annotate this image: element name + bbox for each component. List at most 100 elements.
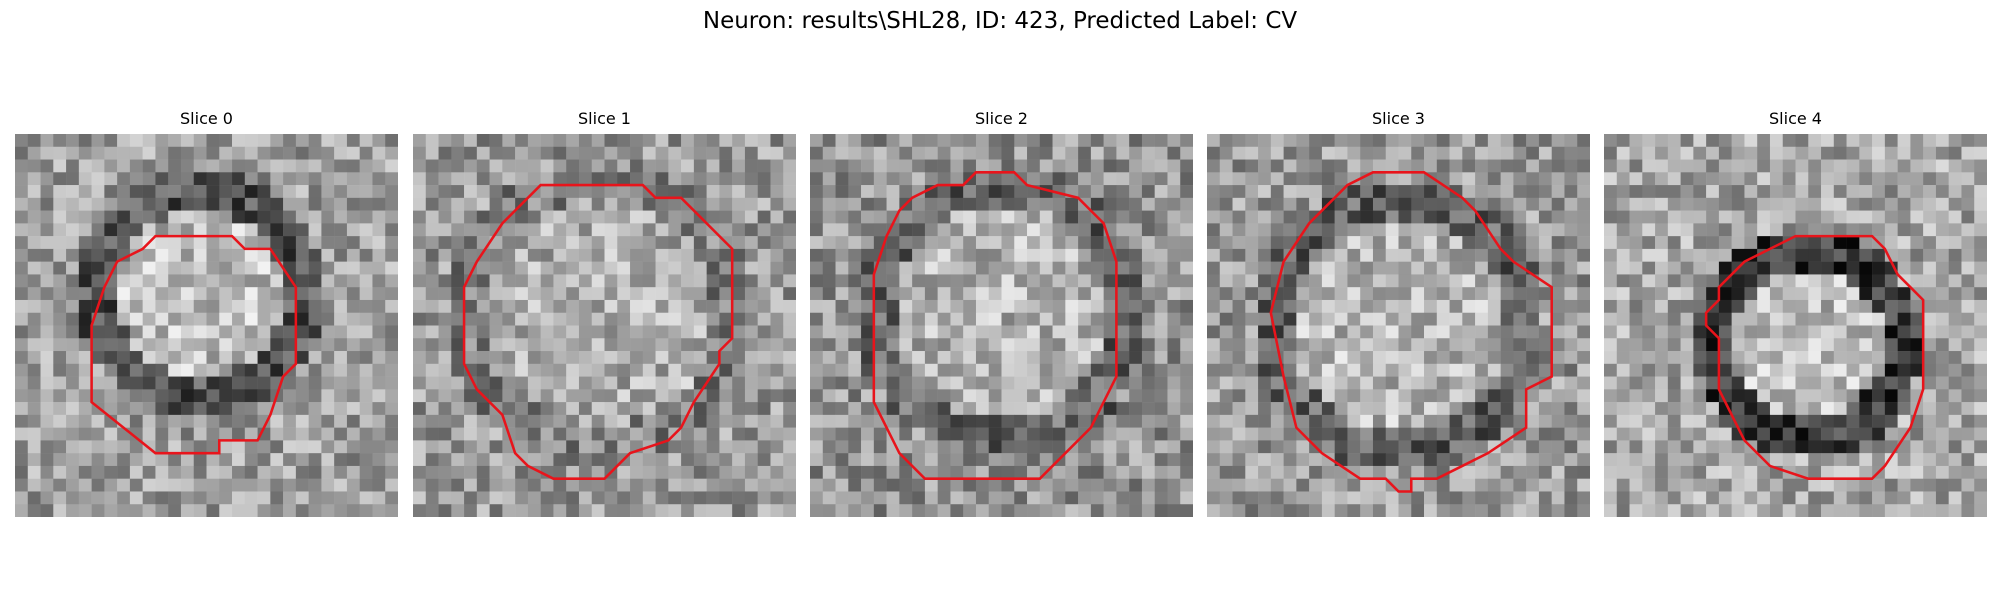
pixel	[732, 376, 746, 390]
pixel	[40, 146, 54, 160]
pixel	[180, 223, 194, 237]
slice-image-1	[413, 134, 796, 517]
pixel	[810, 465, 824, 479]
pixel	[372, 402, 386, 416]
pixel	[1769, 376, 1783, 390]
pixel	[1232, 261, 1246, 275]
pixel	[1897, 223, 1911, 237]
pixel	[385, 325, 398, 339]
pixel	[180, 287, 194, 301]
pixel	[206, 261, 220, 275]
pixel	[1360, 427, 1374, 441]
pixel	[835, 299, 849, 313]
pixel	[1757, 338, 1771, 352]
pixel	[604, 389, 618, 403]
pixel	[1846, 172, 1860, 186]
pixel	[937, 299, 951, 313]
pixel	[1372, 478, 1386, 492]
pixel	[1833, 440, 1847, 454]
pixel	[1001, 338, 1015, 352]
pixel	[413, 325, 427, 339]
pixel	[1910, 185, 1924, 199]
pixel	[451, 491, 465, 505]
pixel	[1014, 402, 1028, 416]
pixel	[757, 299, 771, 313]
pixel	[988, 440, 1002, 454]
pixel	[655, 210, 669, 224]
pixel	[1154, 261, 1168, 275]
pixel	[1141, 146, 1155, 160]
pixel	[27, 172, 41, 186]
pixel	[129, 453, 143, 467]
pixel	[1167, 338, 1181, 352]
pixel	[527, 236, 541, 250]
pixel	[1078, 248, 1092, 262]
pixel	[283, 440, 297, 454]
pixel	[1283, 185, 1297, 199]
pixel	[270, 427, 284, 441]
pixel	[1846, 197, 1860, 211]
pixel	[104, 146, 118, 160]
pixel	[630, 261, 644, 275]
pixel	[155, 172, 169, 186]
pixel	[438, 248, 452, 262]
pixel	[1808, 427, 1822, 441]
pixel	[1232, 325, 1246, 339]
pixel	[15, 197, 29, 211]
pixel	[1052, 210, 1066, 224]
pixel	[257, 325, 271, 339]
pixel	[1347, 351, 1361, 365]
pixel	[1833, 248, 1847, 262]
pixel	[1296, 146, 1310, 160]
pixel	[540, 287, 554, 301]
pixel	[744, 146, 758, 160]
pixel	[334, 504, 348, 517]
pixel	[1078, 146, 1092, 160]
pixel	[334, 197, 348, 211]
pixel	[1859, 453, 1873, 467]
pixel	[950, 465, 964, 479]
pixel	[1090, 299, 1104, 313]
pixel	[822, 134, 836, 148]
pixel	[848, 338, 862, 352]
pixel	[1974, 312, 1987, 326]
pixel	[1616, 363, 1630, 377]
pixel	[1258, 504, 1272, 517]
pixel	[1309, 299, 1323, 313]
pixel	[308, 312, 322, 326]
pixel	[129, 185, 143, 199]
pixel	[1604, 248, 1618, 262]
pixel	[578, 414, 592, 428]
pixel	[578, 351, 592, 365]
pixel	[321, 146, 335, 160]
pixel	[1475, 389, 1489, 403]
pixel	[27, 299, 41, 313]
pixel	[1487, 351, 1501, 365]
pixel	[963, 274, 977, 288]
pixel	[168, 236, 182, 250]
pixel	[1334, 414, 1348, 428]
pixel	[1629, 414, 1643, 428]
pixel	[1167, 299, 1181, 313]
pixel	[1642, 312, 1656, 326]
pixel	[1961, 274, 1975, 288]
pixel	[257, 376, 271, 390]
pixel	[180, 363, 194, 377]
pixel	[15, 325, 29, 339]
slice-image-4	[1604, 134, 1987, 517]
pixel	[706, 134, 720, 148]
pixel	[1935, 236, 1949, 250]
pixel	[1001, 248, 1015, 262]
pixel	[142, 172, 156, 186]
pixel	[617, 427, 631, 441]
pixel	[719, 299, 733, 313]
pixel	[1296, 478, 1310, 492]
pixel	[502, 134, 516, 148]
pixel	[1424, 363, 1438, 377]
pixel	[540, 491, 554, 505]
pixel	[783, 172, 796, 186]
pixel	[810, 261, 824, 275]
pixel	[1833, 287, 1847, 301]
pixel	[104, 351, 118, 365]
pixel	[1039, 223, 1053, 237]
